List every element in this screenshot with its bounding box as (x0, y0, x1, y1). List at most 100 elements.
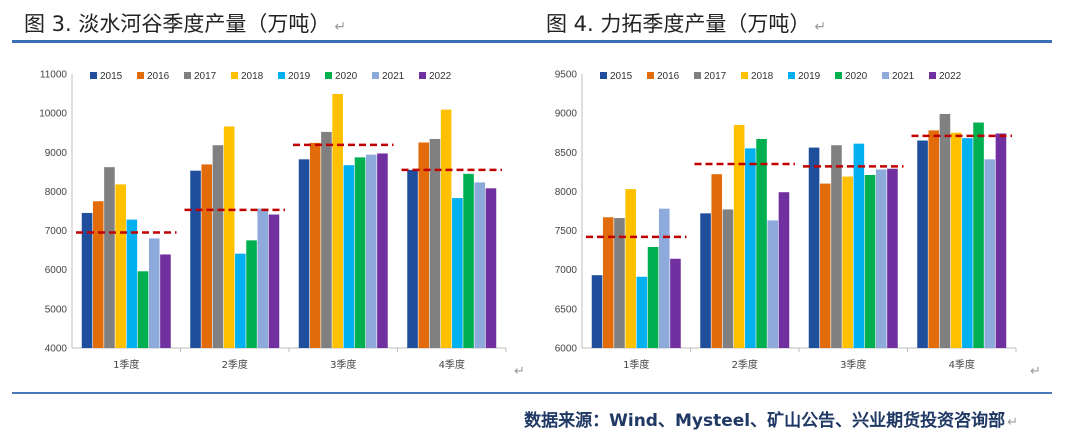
bar (995, 133, 1007, 348)
y-tick-label: 9500 (555, 70, 578, 81)
return-icon: ↵ (814, 19, 827, 35)
x-tick-label: 2季度 (732, 358, 758, 371)
bar (917, 140, 928, 348)
bar (212, 145, 224, 348)
bar (767, 220, 779, 348)
legend-swatch (647, 72, 654, 79)
legend-swatch (741, 72, 748, 79)
legend-label: 2016 (657, 71, 680, 82)
bar (819, 183, 831, 348)
left-chart-title-text: 图 3. 淡水河谷季度产量（万吨） (24, 12, 331, 36)
bar (808, 147, 820, 348)
bar (246, 240, 257, 348)
x-tick-label: 4季度 (439, 358, 465, 371)
bar (485, 188, 497, 348)
source-text: 数据来源：Wind、Mysteel、矿山公告、兴业期货投资咨询部 (524, 411, 1006, 431)
legend-label: 2020 (845, 71, 868, 82)
bar (321, 131, 332, 348)
legend-swatch (419, 72, 426, 79)
legend-label: 2021 (892, 71, 915, 82)
left-chart-svg: 2015 2016 2017 2018 2019 2020 2021 2022 4000 5000… (39, 70, 507, 371)
left-chart-title: 图 3. 淡水河谷季度产量（万吨） ↵ (24, 8, 346, 38)
bar (104, 167, 115, 348)
y-tick-label: 7000 (45, 226, 68, 237)
return-icon: ↵ (334, 19, 347, 35)
x-tick-label: 2季度 (222, 358, 248, 371)
legend-swatch (137, 72, 144, 79)
x-tick-label: 3季度 (330, 358, 356, 371)
legend-swatch (929, 72, 936, 79)
y-tick-label: 7500 (555, 226, 578, 237)
bar (962, 138, 973, 348)
legend-label: 2021 (382, 71, 405, 82)
y-tick-label: 9000 (45, 148, 68, 159)
bar (92, 201, 104, 348)
legend-swatch (231, 72, 238, 79)
legend-swatch (90, 72, 97, 79)
bar (887, 168, 898, 348)
legend-label: 2022 (429, 71, 452, 82)
bar (636, 276, 648, 348)
bar (201, 164, 213, 348)
legend-swatch (325, 72, 332, 79)
legend-label: 2018 (751, 71, 774, 82)
bar (137, 271, 149, 348)
bar (407, 169, 418, 348)
bar (148, 238, 160, 348)
bar (418, 142, 430, 348)
bar (984, 159, 996, 348)
x-tick-label: 1季度 (113, 358, 139, 371)
legend-label: 2018 (241, 71, 264, 82)
legend-swatch (372, 72, 379, 79)
bar (365, 154, 377, 348)
return-icon: ↵ (514, 364, 525, 379)
return-icon: ↵ (1007, 415, 1018, 430)
legend-label: 2017 (194, 71, 217, 82)
legend-swatch (835, 72, 842, 79)
bar (745, 148, 756, 348)
legend-label: 2019 (798, 71, 821, 82)
legend-label: 2019 (288, 71, 311, 82)
bar (756, 138, 767, 348)
x-tick-label: 1季度 (623, 358, 649, 371)
y-tick-label: 6500 (555, 304, 578, 315)
x-tick-label: 4季度 (949, 358, 975, 371)
bar (711, 174, 723, 348)
bar (429, 138, 441, 348)
x-tick-label: 3季度 (840, 358, 866, 371)
bar (864, 174, 876, 348)
bar (257, 208, 269, 348)
left-chart: 2015 2016 2017 2018 2019 2020 2021 2022 4000 5000… (20, 54, 520, 380)
bar (939, 113, 951, 348)
y-tick-label: 10000 (39, 109, 67, 120)
legend-swatch (278, 72, 285, 79)
top-divider (12, 40, 1052, 43)
legend-label: 2017 (704, 71, 727, 82)
bar (778, 192, 790, 348)
bar (223, 126, 235, 348)
bar (268, 214, 280, 348)
legend-label: 2015 (610, 71, 633, 82)
right-chart-svg: 2015 2016 2017 2018 2019 2020 2021 2022 6000 6500… (555, 70, 1017, 371)
bar (625, 189, 636, 348)
y-tick-label: 11000 (40, 70, 68, 81)
bar (452, 198, 463, 348)
bar (602, 217, 614, 348)
bar (332, 93, 343, 348)
bar (614, 218, 625, 348)
legend-swatch (694, 72, 701, 79)
bar (190, 170, 201, 348)
y-tick-label: 6000 (555, 344, 578, 355)
legend-swatch (184, 72, 191, 79)
bar (309, 142, 321, 348)
bar (733, 124, 745, 348)
legend-swatch (882, 72, 889, 79)
return-icon: ↵ (1030, 364, 1041, 379)
y-tick-label: 8000 (45, 187, 68, 198)
y-tick-label: 9000 (555, 109, 578, 120)
bar (875, 169, 887, 348)
bar (950, 132, 962, 348)
bar (126, 219, 138, 348)
bar (81, 212, 93, 348)
bar (658, 208, 670, 348)
